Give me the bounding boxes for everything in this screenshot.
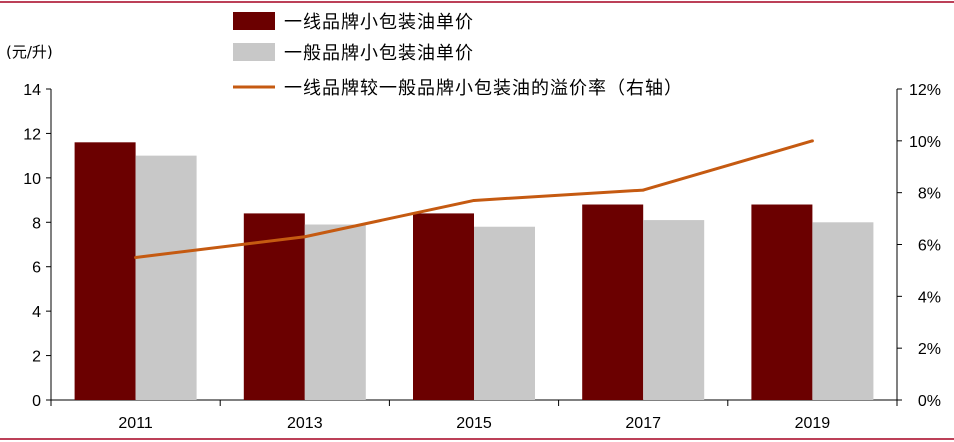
y-left-tick-label: 4: [32, 304, 41, 321]
y-right-tick-label: 6%: [918, 238, 941, 255]
y-left-tick-label: 10: [23, 171, 41, 188]
y-left-tick-label: 8: [32, 215, 41, 232]
legend-label-3: 一线品牌较一般品牌小包装油的溢价率（右轴）: [284, 78, 683, 99]
premium-rate-point: [810, 139, 814, 143]
x-tick-label: 2017: [625, 415, 661, 432]
x-tick-label: 2013: [287, 415, 323, 432]
bar-series-1: [582, 204, 644, 400]
premium-rate-point: [641, 188, 645, 192]
premium-rate-point: [472, 198, 476, 202]
premium-rate-point: [134, 255, 138, 259]
y-left-unit-label: (元/升): [6, 43, 53, 61]
plot-area: 0 2 4 6 8 10 12 14 0% 2% 4% 6% 8% 10% 12% 2011 2013 2015 2…: [23, 82, 941, 432]
y-left-tick-label: 6: [32, 260, 41, 277]
x-tick-label: 2019: [795, 415, 831, 432]
legend: 一线品牌小包装油单价一般品牌小包装油单价一线品牌较一般品牌小包装油的溢价率（右轴…: [233, 12, 683, 99]
legend-swatch-1: [233, 12, 275, 30]
bar-series-2: [304, 224, 366, 400]
premium-rate-point: [303, 235, 307, 239]
y-right-tick-label: 2%: [918, 341, 941, 358]
y-left-tick-label: 12: [23, 126, 41, 143]
bar-series-2: [474, 226, 535, 400]
bar-series-2: [812, 222, 874, 400]
y-left-tick-label: 14: [23, 82, 41, 99]
bar-series-1: [243, 213, 305, 400]
y-right-tick-label: 0%: [918, 393, 941, 410]
y-left-tick-label: 0: [32, 393, 41, 410]
y-right-tick-label: 10%: [909, 134, 941, 151]
y-right-tick-label: 12%: [909, 82, 941, 99]
y-left-tick-label: 2: [32, 349, 41, 366]
legend-label-2: 一般品牌小包装油单价: [284, 43, 474, 64]
bar-series-1: [751, 204, 813, 400]
y-right-tick-label: 8%: [918, 186, 941, 203]
y-right-tick-label: 4%: [918, 289, 941, 306]
bar-series-1: [74, 142, 136, 401]
bar-series-1: [413, 213, 474, 400]
bar-series-2: [643, 220, 705, 400]
legend-swatch-2: [233, 43, 275, 61]
x-tick-label: 2011: [118, 415, 153, 432]
legend-label-1: 一线品牌小包装油单价: [284, 12, 474, 33]
x-tick-label: 2015: [456, 415, 492, 432]
bar-series-2: [135, 155, 197, 400]
